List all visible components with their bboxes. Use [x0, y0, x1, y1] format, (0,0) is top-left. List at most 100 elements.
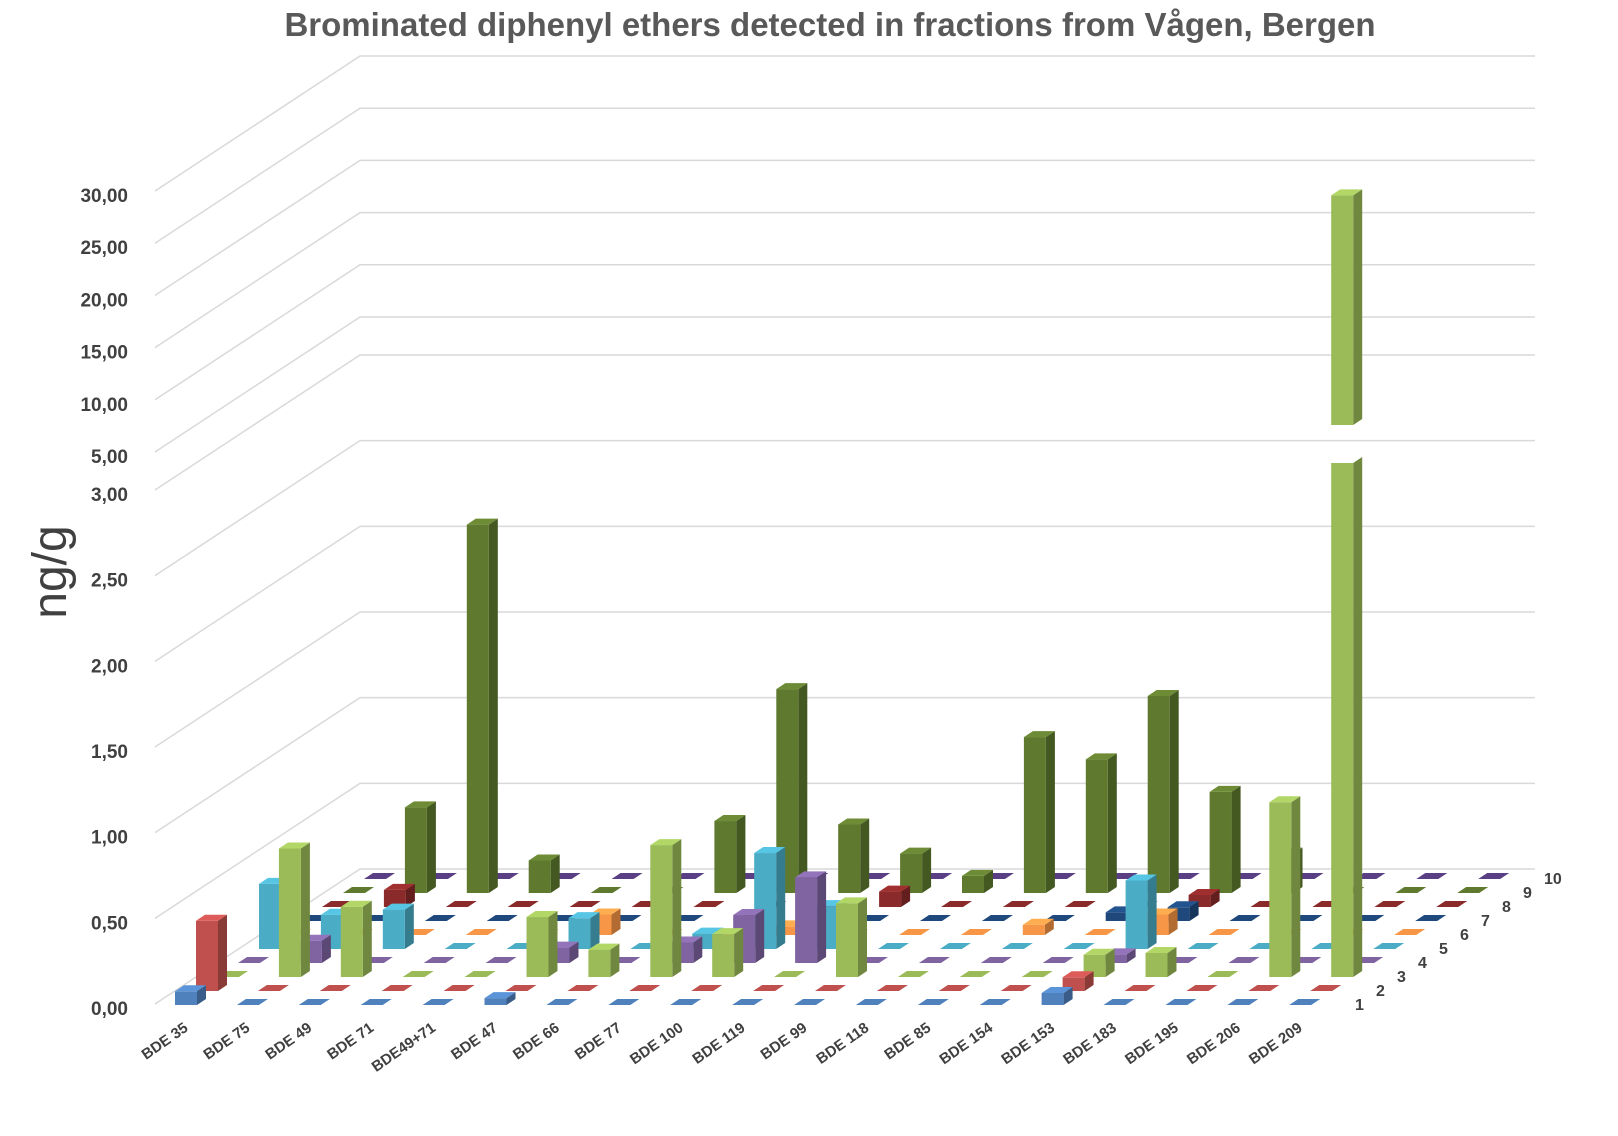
bar-top	[1083, 948, 1115, 955]
x-tick-label: BDE49+71	[369, 1019, 439, 1075]
zero-mark	[1084, 929, 1116, 935]
zero-mark	[1373, 943, 1405, 949]
zero-mark	[794, 999, 825, 1005]
bar-side	[218, 914, 227, 991]
bar-side	[1353, 457, 1363, 977]
zero-mark	[920, 915, 951, 921]
bar	[1105, 912, 1128, 921]
zero-mark	[670, 999, 702, 1005]
bar-side	[1147, 874, 1157, 949]
zero-mark	[959, 971, 991, 977]
zero-mark	[257, 985, 289, 991]
zero-mark	[1227, 999, 1259, 1005]
x-tick-label: BDE 99	[758, 1019, 811, 1063]
y-tick-label: 2,50	[91, 571, 128, 592]
zero-mark	[1187, 943, 1219, 949]
bar-side	[984, 869, 993, 893]
zero-mark	[1042, 957, 1074, 963]
y-tick-label: 3,00	[91, 485, 128, 506]
bar-side	[1126, 948, 1136, 963]
bar-top	[1125, 874, 1157, 881]
bar-top	[1085, 753, 1117, 760]
bar	[196, 920, 218, 991]
depth-label: 5	[1439, 941, 1448, 958]
bar-side	[197, 985, 206, 1005]
bar-top	[795, 871, 827, 878]
zero-mark	[1229, 915, 1261, 921]
zero-mark	[486, 915, 518, 921]
depth-label: 10	[1544, 871, 1562, 888]
bar	[382, 909, 405, 949]
bar-top	[1331, 189, 1363, 196]
bar	[795, 877, 818, 963]
zero-mark	[918, 957, 950, 963]
x-tick-label: BDE 183	[1060, 1019, 1120, 1068]
grid-line	[154, 316, 1535, 453]
bar-top	[1145, 947, 1177, 954]
bar-top	[1147, 689, 1179, 696]
bar-top	[714, 815, 746, 822]
zero-mark	[1416, 873, 1448, 879]
zero-mark	[1248, 985, 1280, 991]
x-tick-label: BDE 85	[881, 1019, 934, 1063]
bar-top	[1188, 889, 1220, 896]
zero-mark	[938, 985, 970, 991]
zero-mark	[445, 901, 477, 907]
bar-top	[650, 839, 682, 846]
bar	[278, 848, 301, 977]
bar-side	[1084, 971, 1094, 991]
bar	[1209, 791, 1232, 893]
bar-top	[340, 900, 372, 907]
bar	[1041, 993, 1064, 1005]
zero-mark	[444, 943, 476, 949]
depth-label: 1	[1355, 997, 1364, 1014]
zero-mark	[1001, 943, 1033, 949]
y-tick-label: 0,00	[91, 999, 128, 1020]
bar-side	[901, 885, 911, 907]
bar	[1085, 759, 1108, 893]
bar-top	[962, 869, 993, 876]
zero-mark	[1124, 985, 1156, 991]
bar-top	[900, 847, 932, 854]
bar	[879, 891, 902, 907]
x-tick-label: BDE 119	[689, 1019, 748, 1067]
bar-top	[528, 854, 560, 861]
zero-mark	[939, 943, 971, 949]
zero-mark	[402, 971, 434, 977]
bar-side	[1231, 785, 1241, 893]
bar-side	[1063, 987, 1073, 1005]
grid-line	[154, 782, 1535, 919]
x-tick-label: BDE 75	[200, 1019, 253, 1063]
zero-mark	[979, 999, 1011, 1005]
zero-mark	[732, 999, 764, 1005]
y-tick-label: 20,00	[80, 290, 128, 311]
bar-top	[484, 992, 516, 999]
bar-top	[1062, 971, 1094, 978]
zero-mark	[876, 985, 908, 991]
zero-mark	[505, 985, 537, 991]
bar-top	[776, 683, 808, 690]
bar	[775, 926, 798, 935]
zero-mark	[897, 971, 929, 977]
depth-label: 9	[1523, 885, 1532, 902]
bar	[1269, 802, 1292, 977]
bar-side	[693, 936, 703, 963]
bar-side	[404, 903, 414, 949]
zero-mark	[1208, 929, 1240, 935]
bar-side	[1210, 889, 1220, 907]
zero-mark	[1394, 929, 1426, 935]
bar-side	[610, 943, 620, 977]
x-tick-label: BDE 100	[627, 1019, 687, 1068]
zero-mark	[878, 943, 909, 949]
bar-top	[754, 847, 786, 854]
bar-side	[1291, 796, 1301, 977]
grid-line	[154, 354, 1535, 491]
y-tick-label: 1,50	[91, 742, 128, 763]
zero-mark	[567, 985, 599, 991]
x-tick-label: BDE 209	[1246, 1019, 1306, 1068]
bar-side	[922, 847, 932, 893]
bar-side	[776, 847, 786, 949]
x-tick-label: BDE 195	[1122, 1019, 1182, 1068]
bar	[175, 991, 197, 1005]
zero-mark	[381, 985, 413, 991]
